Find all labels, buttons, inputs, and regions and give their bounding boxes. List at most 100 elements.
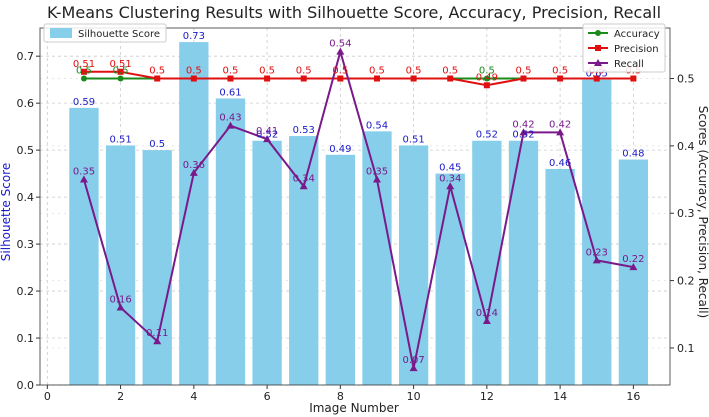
recall-data-label: 0.43	[219, 113, 241, 124]
point-recall	[372, 175, 381, 183]
bar	[582, 79, 612, 385]
point-accuracy	[483, 75, 490, 82]
bar	[105, 145, 136, 385]
y-left-tick-label: 0.2	[17, 285, 35, 298]
y-left-tick-label: 0.0	[17, 379, 35, 392]
point-recall	[153, 337, 162, 345]
point-precision	[483, 82, 490, 89]
recall-data-label: 0.16	[109, 295, 131, 306]
recall-data-label: 0.34	[293, 173, 315, 184]
point-precision	[630, 75, 637, 82]
bar	[618, 159, 649, 385]
bar-series	[69, 42, 649, 386]
point-recall	[79, 175, 88, 183]
y-left-tick-label: 0.7	[17, 50, 35, 63]
bar-data-label: 0.45	[439, 163, 461, 174]
point-recall	[336, 47, 345, 55]
recall-data-label: 0.11	[146, 328, 168, 339]
y-right-tick-label: 0.3	[677, 207, 695, 220]
bar-data-label: 0.73	[183, 31, 205, 42]
recall-data-label: 0.07	[402, 355, 424, 366]
y-left-tick-label: 0.4	[17, 191, 35, 204]
bar	[472, 140, 502, 385]
point-accuracy	[80, 75, 87, 82]
x-tick-label: 10	[407, 390, 421, 403]
plot-frame	[39, 27, 671, 386]
bar	[508, 140, 539, 385]
recall-data-label: 0.35	[366, 167, 388, 178]
point-precision	[337, 75, 344, 82]
legend-label-precision: Precision	[614, 44, 659, 55]
legend-marker-recall	[594, 59, 602, 66]
accuracy-data-label: 0.5	[76, 66, 92, 77]
recall-data-label: 0.42	[549, 119, 571, 130]
point-precision	[80, 68, 87, 75]
legend-box	[43, 23, 167, 43]
precision-data-label: 0.5	[149, 66, 165, 77]
line-series	[79, 47, 638, 372]
bar	[398, 145, 429, 385]
legend-metrics: Accuracy Precision Recall	[582, 23, 666, 73]
bar	[325, 154, 355, 385]
precision-data-label: 0.5	[332, 66, 348, 77]
x-tick-label: 14	[553, 390, 567, 403]
recall-data-label: 0.23	[586, 247, 608, 258]
bar-data-label: 0.52	[256, 130, 278, 141]
bar	[545, 168, 575, 385]
bar-data-label: 0.51	[402, 134, 424, 145]
precision-data-label: 0.49	[476, 72, 498, 83]
bar-data-label: 0.49	[329, 144, 351, 155]
recall-data-label: 0.41	[256, 126, 278, 137]
bar-data-label: 0.51	[109, 134, 131, 145]
point-precision	[300, 75, 307, 82]
y-left-tick-label: 0.1	[17, 332, 35, 345]
point-recall	[299, 182, 308, 190]
series-line-precision	[83, 70, 634, 87]
y-right-tick-label: 0.5	[677, 73, 695, 86]
point-accuracy	[117, 75, 124, 82]
y-left-tick-label: 0.3	[17, 238, 35, 251]
chart-title: K-Means Clustering Results with Silhouet…	[47, 3, 661, 22]
bar	[179, 42, 209, 386]
axes: 0 2 4 6 8 10 12 14 16 0.0 0.1 0.2 0.3 0.4 0.5 0.6 0.7 0.1…	[17, 27, 695, 403]
x-tick-label: 4	[190, 390, 197, 403]
series-line-recall	[82, 47, 634, 369]
point-precision	[520, 75, 527, 82]
bar-data-label: 0.59	[73, 97, 95, 108]
legend-marker-accuracy	[595, 30, 601, 36]
y-axis-left-label: Silhouette Score	[0, 163, 13, 261]
bar-data-label: 0.5	[149, 139, 165, 150]
point-precision	[373, 75, 380, 82]
point-precision	[593, 75, 600, 82]
x-tick-label: 2	[117, 390, 124, 403]
point-precision	[117, 68, 124, 75]
point-precision	[190, 75, 197, 82]
point-precision	[154, 75, 161, 82]
point-precision	[410, 75, 417, 82]
accuracy-data-label: 0.5	[113, 66, 129, 77]
precision-data-label: 0.5	[552, 66, 568, 77]
y-axis-right-label: Scores (Accuracy, Precision, Recall)	[696, 106, 709, 318]
bar	[289, 136, 319, 385]
bar-data-label: 0.46	[549, 158, 571, 169]
precision-data-label: 0.5	[516, 66, 532, 77]
point-recall	[592, 256, 601, 264]
x-axis-label: Image Number	[309, 401, 399, 415]
y-left-tick-label: 0.6	[17, 97, 35, 110]
legend-silhouette: Silhouette Score	[43, 23, 167, 43]
y-right-tick-label: 0.4	[677, 140, 695, 153]
legend-label-recall: Recall	[614, 59, 644, 70]
point-recall	[189, 168, 198, 176]
precision-data-label: 0.5	[186, 66, 202, 77]
recall-data-label: 0.34	[439, 173, 461, 184]
x-tick-label: 12	[480, 390, 494, 403]
precision-data-label: 0.5	[369, 66, 385, 77]
accuracy-data-label: 0.5	[479, 66, 495, 77]
bar	[435, 173, 465, 385]
precision-data-label: 0.5	[259, 66, 275, 77]
bar-data-label: 0.48	[622, 149, 644, 160]
legend-marker-precision	[595, 45, 601, 51]
point-precision	[264, 75, 271, 82]
bar-data-label: 0.52	[512, 130, 534, 141]
